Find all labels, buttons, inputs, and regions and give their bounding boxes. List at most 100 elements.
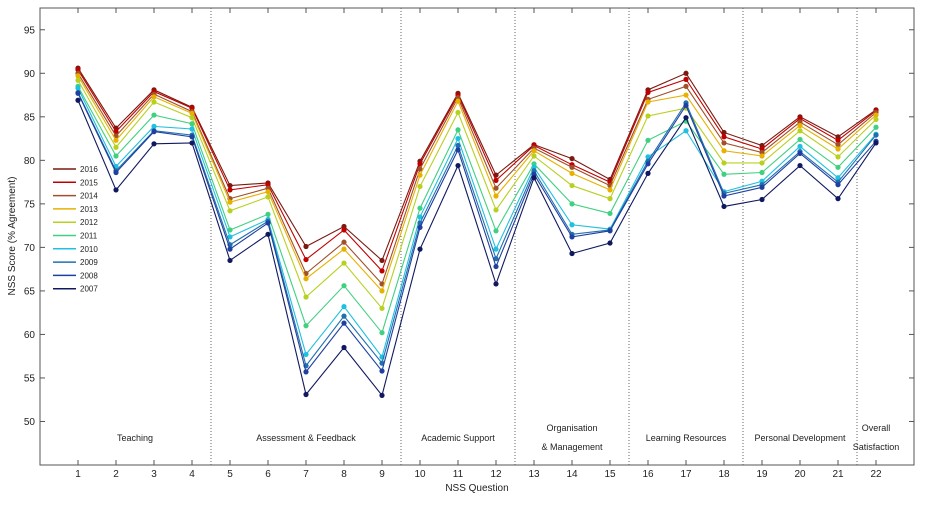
data-point-2015 [303, 256, 309, 263]
data-point-2016 [303, 243, 309, 250]
data-point-2007 [797, 162, 803, 169]
data-point-2008 [113, 169, 119, 176]
data-point-2013 [683, 92, 689, 98]
x-tick-label: 6 [265, 469, 271, 480]
data-point-2011 [227, 227, 233, 233]
data-point-2012 [379, 305, 385, 311]
plot-frame [39, 7, 915, 466]
data-point-2015 [417, 161, 423, 167]
data-point-2008 [455, 147, 461, 153]
series-line-2009 [77, 92, 877, 367]
data-point-2012 [835, 154, 841, 160]
data-point-2016 [379, 257, 385, 264]
data-point-2011 [721, 171, 727, 177]
data-point-2012 [75, 77, 81, 83]
data-point-2012 [531, 153, 537, 159]
data-point-2014 [493, 185, 499, 191]
legend-label-2009: 2009 [80, 258, 98, 267]
data-point-2012 [455, 109, 461, 116]
y-tick-label: 85 [24, 112, 36, 123]
data-point-2015 [683, 76, 689, 82]
data-point-2014 [341, 239, 347, 245]
data-point-2009 [455, 142, 461, 149]
data-point-2011 [569, 201, 575, 207]
data-point-2013 [379, 288, 385, 294]
data-point-2013 [531, 148, 537, 154]
series-line-2011 [77, 86, 877, 334]
data-point-2011 [493, 228, 499, 234]
x-tick-label: 19 [756, 469, 768, 480]
data-point-2009 [873, 132, 879, 138]
data-point-2012 [607, 196, 613, 202]
data-point-2014 [721, 140, 727, 146]
legend-label-2010: 2010 [80, 245, 98, 254]
data-point-2011 [835, 164, 841, 170]
data-point-2011 [873, 124, 879, 130]
data-point-2008 [721, 193, 727, 199]
data-point-2007 [265, 231, 271, 237]
data-point-2014 [683, 83, 689, 89]
series-line-2015 [77, 69, 877, 272]
data-point-2013 [151, 94, 157, 100]
data-point-2008 [417, 224, 423, 230]
x-tick-label: 11 [453, 469, 464, 480]
y-tick-label: 55 [24, 373, 36, 384]
data-point-2015 [379, 268, 385, 274]
x-tick-label: 15 [604, 469, 616, 480]
x-tick-label: 12 [490, 469, 502, 480]
data-point-2013 [455, 98, 461, 104]
data-point-2012 [227, 208, 233, 214]
data-point-2007 [873, 140, 879, 146]
data-point-2007 [607, 240, 613, 246]
x-tick-label: 3 [151, 469, 157, 480]
section-label: Teaching [117, 433, 153, 443]
data-point-2014 [835, 142, 841, 148]
data-point-2013 [227, 199, 233, 205]
data-point-2007 [379, 392, 385, 398]
data-point-2011 [189, 121, 195, 127]
data-point-2010 [151, 123, 157, 129]
data-point-2016 [569, 155, 575, 162]
y-tick-label: 75 [24, 199, 36, 210]
data-point-2007 [417, 246, 423, 252]
data-point-2007 [721, 203, 727, 210]
legend-label-2016: 2016 [80, 165, 98, 174]
data-point-2007 [455, 162, 461, 169]
x-tick-label: 21 [832, 469, 844, 480]
data-point-2011 [455, 127, 461, 133]
data-point-2010 [75, 85, 81, 91]
x-tick-label: 13 [528, 469, 540, 480]
data-point-2013 [607, 187, 613, 193]
data-point-2015 [341, 227, 347, 233]
data-point-2012 [873, 116, 879, 123]
data-point-2008 [759, 184, 765, 190]
y-tick-label: 95 [24, 25, 36, 36]
legend-label-2015: 2015 [80, 178, 98, 187]
section-label: & Management [541, 442, 603, 452]
section-label: Academic Support [421, 433, 495, 443]
data-point-2012 [417, 183, 423, 190]
data-point-2008 [227, 246, 233, 252]
data-point-2008 [835, 182, 841, 188]
data-point-2015 [227, 187, 233, 193]
data-point-2007 [189, 140, 195, 146]
legend-label-2008: 2008 [80, 271, 98, 280]
y-tick-label: 60 [24, 330, 36, 341]
data-point-2007 [493, 281, 499, 287]
data-point-2007 [835, 196, 841, 202]
data-point-2007 [645, 170, 651, 176]
series-line-2013 [77, 75, 877, 292]
data-point-2011 [645, 137, 651, 143]
data-point-2010 [835, 175, 841, 181]
data-point-2014 [417, 166, 423, 172]
x-tick-label: 17 [680, 469, 692, 480]
data-point-2015 [835, 137, 841, 143]
data-point-2007 [113, 187, 119, 193]
data-point-2013 [417, 172, 423, 178]
x-tick-label: 5 [227, 469, 233, 480]
data-point-2012 [151, 99, 157, 105]
data-point-2008 [265, 220, 271, 226]
data-point-2011 [797, 136, 803, 143]
